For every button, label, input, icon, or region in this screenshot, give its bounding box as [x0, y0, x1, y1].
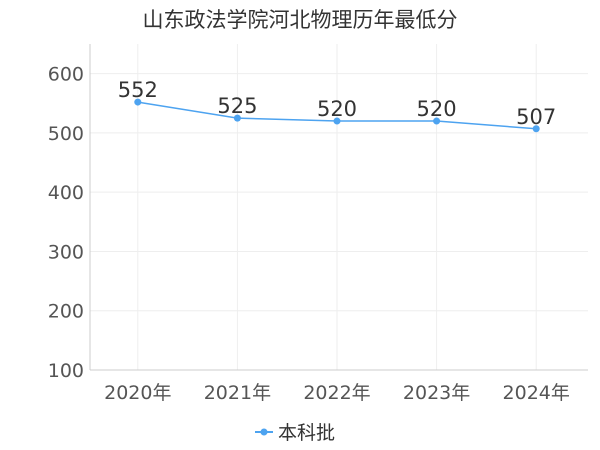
y-tick-label: 100: [48, 360, 84, 382]
data-point[interactable]: [532, 125, 540, 133]
legend[interactable]: 本科批: [255, 422, 335, 444]
data-point[interactable]: [134, 98, 142, 106]
x-tick-label: 2023年: [403, 382, 470, 404]
data-point[interactable]: [433, 117, 441, 125]
y-tick-label: 400: [48, 182, 84, 204]
y-tick-label: 200: [48, 301, 84, 323]
legend-marker: [260, 428, 268, 436]
y-tick-label: 300: [48, 241, 84, 263]
y-axis-ticks: 100 200 300 400 500 600: [48, 64, 84, 382]
x-tick-label: 2020年: [104, 382, 171, 404]
x-tick-label: 2024年: [503, 382, 570, 404]
data-label: 520: [317, 97, 357, 121]
x-axis-ticks: 2020年 2021年 2022年 2023年 2024年: [104, 382, 570, 404]
data-label: 525: [217, 94, 257, 118]
data-point[interactable]: [333, 117, 341, 125]
y-tick-label: 600: [48, 64, 84, 86]
series-group: 552 525 520 520 507: [118, 78, 556, 133]
x-tick-label: 2021年: [204, 382, 271, 404]
chart-title: 山东政法学院河北物理历年最低分: [143, 8, 458, 32]
data-label: 520: [417, 97, 457, 121]
data-point[interactable]: [233, 114, 241, 122]
legend-label: 本科批: [278, 422, 335, 444]
data-label: 507: [516, 105, 556, 129]
y-tick-label: 500: [48, 123, 84, 145]
grid-lines: [90, 44, 588, 371]
data-label: 552: [118, 78, 158, 102]
x-tick-label: 2022年: [303, 382, 370, 404]
